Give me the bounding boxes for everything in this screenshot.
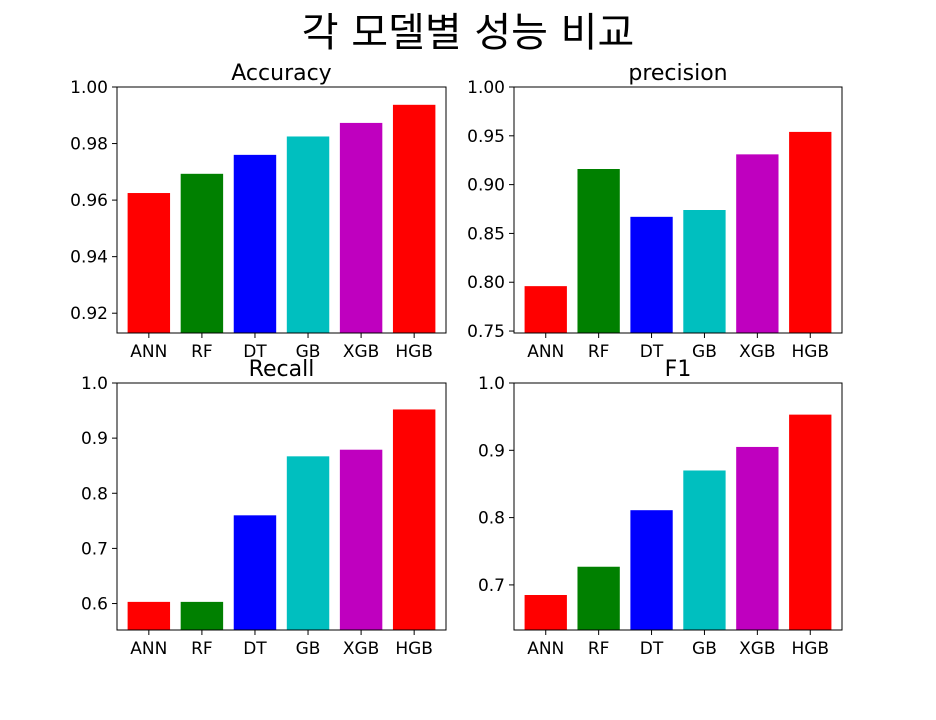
f1-bar-xgb xyxy=(736,446,779,630)
f1-xtick-label: GB xyxy=(692,639,717,659)
f1-bar-gb xyxy=(683,470,726,630)
precision-bar-gb xyxy=(683,210,726,333)
recall-ytick-label: 0.8 xyxy=(81,484,108,504)
precision-ytick-label: 0.90 xyxy=(467,176,505,196)
accuracy-xtick-label: GB xyxy=(296,342,321,362)
accuracy-bar-gb xyxy=(286,136,330,333)
recall-bar-rf xyxy=(180,601,224,630)
figure-title: 각 모델별 성능 비교 xyxy=(302,10,635,56)
recall-ytick-label: 0.9 xyxy=(81,429,108,449)
recall-xtick-label: DT xyxy=(243,639,267,659)
f1-xtick-label: RF xyxy=(588,639,610,659)
precision-xtick-label: ANN xyxy=(527,342,564,362)
accuracy-ytick-label: 0.94 xyxy=(70,248,108,268)
recall-axes-frame xyxy=(116,382,447,631)
accuracy-ytick-label: 0.96 xyxy=(70,191,108,211)
recall-subplot: Recall ANN RF DT GB XGB HGB 0.6 0.7 0.8 0.9 1.0 xyxy=(81,357,447,659)
recall-bar-ann xyxy=(127,601,171,630)
accuracy-title: Accuracy xyxy=(231,61,331,86)
accuracy-bar-dt xyxy=(233,154,277,333)
recall-xtick-label: ANN xyxy=(130,639,167,659)
f1-subplot: F1 ANN RF DT GB XGB HGB 0.7 0.8 0.9 1.0 xyxy=(478,357,843,659)
recall-ytick-label: 0.6 xyxy=(81,595,108,615)
accuracy-xtick-label: RF xyxy=(191,342,213,362)
accuracy-xtick-label: XGB xyxy=(343,342,379,362)
subplot-grid: Accuracy ANN RF DT GB XGB HGB 0.92 0.94 0.96 0.98 1… xyxy=(70,61,843,659)
recall-xtick-label: RF xyxy=(191,639,213,659)
recall-bar-hgb xyxy=(392,409,436,630)
accuracy-bar-xgb xyxy=(339,122,383,333)
accuracy-ytick-label: 0.98 xyxy=(70,135,108,155)
f1-ytick-label: 0.7 xyxy=(478,576,505,596)
recall-title: Recall xyxy=(249,357,315,382)
recall-ytick-label: 1.0 xyxy=(81,374,108,394)
f1-ytick-label: 0.8 xyxy=(478,509,505,529)
recall-bar-dt xyxy=(233,515,277,630)
f1-xtick-label: DT xyxy=(640,639,664,659)
f1-bar-rf xyxy=(577,566,620,630)
precision-ytick-label: 0.95 xyxy=(467,127,505,147)
precision-ytick-label: 0.80 xyxy=(467,273,505,293)
accuracy-ytick-label: 0.92 xyxy=(70,304,108,324)
f1-title: F1 xyxy=(665,357,692,382)
precision-ytick-label: 1.00 xyxy=(467,78,505,98)
precision-ytick-label: 0.75 xyxy=(467,322,505,342)
accuracy-xtick-label: DT xyxy=(243,342,267,362)
f1-bar-hgb xyxy=(789,414,832,630)
recall-xtick-label: XGB xyxy=(343,639,379,659)
precision-subplot: precision ANN RF DT GB XGB HGB 0.75 0.80 0.85 0.90… xyxy=(467,61,843,362)
precision-xtick-label: XGB xyxy=(739,342,775,362)
precision-axes-frame xyxy=(513,86,843,334)
accuracy-bar-ann xyxy=(127,193,171,333)
precision-bar-dt xyxy=(630,216,673,333)
recall-ytick-label: 0.7 xyxy=(81,539,108,559)
accuracy-bar-hgb xyxy=(392,104,436,333)
accuracy-xtick-label: HGB xyxy=(395,342,433,362)
f1-xtick-label: ANN xyxy=(527,639,564,659)
f1-xtick-label: XGB xyxy=(739,639,775,659)
precision-title: precision xyxy=(628,61,727,86)
precision-xtick-label: RF xyxy=(588,342,610,362)
precision-bar-rf xyxy=(577,169,620,333)
recall-xtick-label: GB xyxy=(296,639,321,659)
f1-xtick-label: HGB xyxy=(791,639,829,659)
recall-bar-gb xyxy=(286,456,330,630)
f1-ytick-label: 1.0 xyxy=(478,374,505,394)
precision-bar-xgb xyxy=(736,154,779,333)
accuracy-bar-rf xyxy=(180,173,224,333)
precision-xtick-label: HGB xyxy=(791,342,829,362)
precision-ytick-label: 0.85 xyxy=(467,224,505,244)
accuracy-ytick-label: 1.00 xyxy=(70,78,108,98)
accuracy-xtick-label: ANN xyxy=(130,342,167,362)
f1-bar-ann xyxy=(524,595,567,630)
accuracy-axes-frame xyxy=(116,86,447,334)
precision-bar-ann xyxy=(524,286,567,333)
f1-ytick-label: 0.9 xyxy=(478,441,505,461)
f1-bar-dt xyxy=(630,510,673,630)
precision-xtick-label: GB xyxy=(692,342,717,362)
recall-xtick-label: HGB xyxy=(395,639,433,659)
precision-bar-hgb xyxy=(789,131,832,333)
accuracy-subplot: Accuracy ANN RF DT GB XGB HGB 0.92 0.94 0.96 0.98 1… xyxy=(70,61,447,362)
precision-xtick-label: DT xyxy=(640,342,664,362)
recall-bar-xgb xyxy=(339,449,383,630)
f1-axes-frame xyxy=(513,382,843,631)
